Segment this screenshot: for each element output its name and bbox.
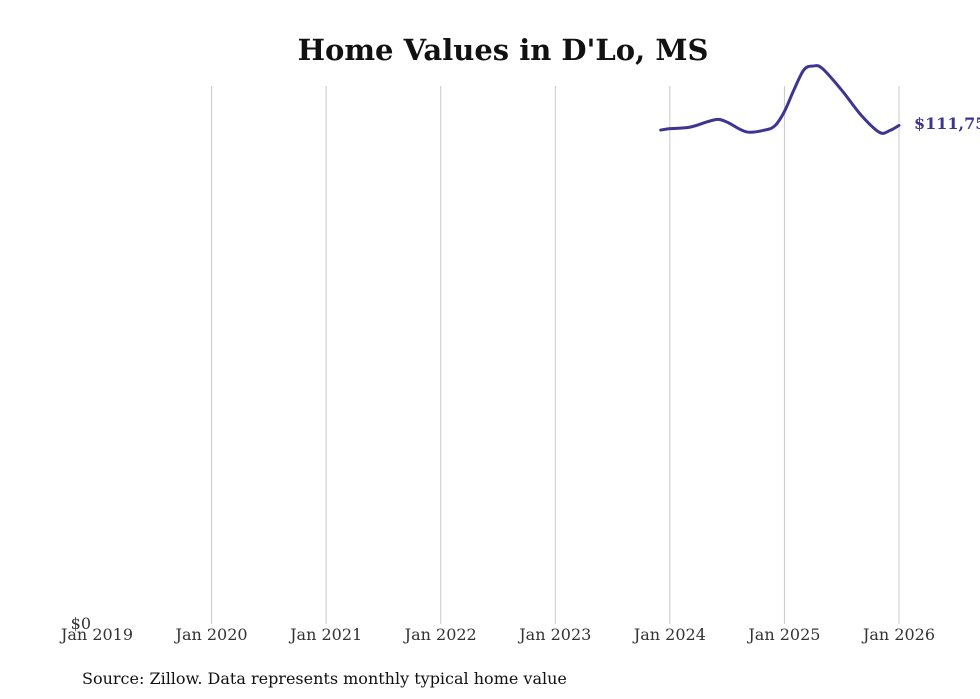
x-tick-label: Jan 2020	[174, 625, 248, 644]
series-line-0	[659, 64, 901, 135]
series-group	[659, 64, 901, 135]
x-tick-label: Jan 2019	[59, 625, 133, 644]
x-axis-ticks: Jan 2019 Jan 2020 Jan 2021 Jan 2022 Jan 2023…	[59, 625, 935, 644]
y-axis-min-label: $0	[71, 614, 91, 633]
x-tick-label: Jan 2024	[632, 625, 706, 644]
x-tick-label: Jan 2021	[288, 625, 362, 644]
source-note: Source: Zillow. Data represents monthly …	[82, 669, 567, 688]
x-tick-label: Jan 2025	[746, 625, 820, 644]
end-value-label: $111,75	[914, 114, 980, 133]
x-tick-label: Jan 2022	[403, 625, 477, 644]
x-tick-label: Jan 2023	[517, 625, 591, 644]
x-tick-label: Jan 2026	[861, 625, 935, 644]
grid	[211, 86, 900, 624]
chart-title: Home Values in D'Lo, MS	[298, 33, 709, 67]
